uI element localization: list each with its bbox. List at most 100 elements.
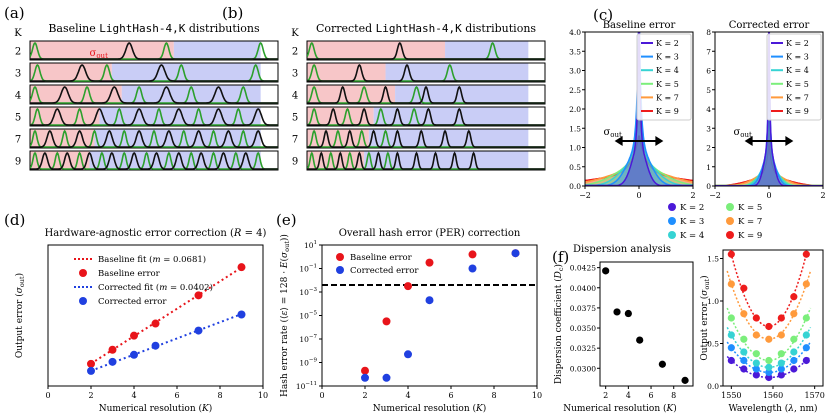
data-point (602, 267, 610, 275)
high-region (364, 151, 529, 170)
y-tick-label: 0 (706, 182, 711, 191)
legend-dot (668, 203, 676, 211)
high-region (121, 85, 261, 104)
y-tick-label: 0.0325 (570, 344, 596, 353)
legend-label: K = 4 (680, 231, 704, 241)
chart-title: Overall hash error (PER) correction (339, 228, 521, 239)
y-tick-label: 0.5 (707, 340, 719, 349)
fit-curve (726, 270, 812, 341)
legend-dot (668, 217, 676, 225)
x-tick-label: −2 (709, 191, 721, 200)
data-point (681, 376, 689, 384)
data-point (752, 371, 760, 379)
data-point (727, 356, 735, 365)
data-point (636, 336, 644, 344)
x-axis-label: Numerical resolution (K) (563, 403, 677, 414)
ridge-row: 4 (292, 84, 546, 105)
row-label: 3 (15, 69, 21, 80)
arrow-head-left (744, 136, 753, 146)
y-tick-label: 0.0 (569, 182, 581, 191)
x-tick-label: 1570 (804, 391, 824, 400)
legend-dot (726, 231, 734, 239)
black-distribution (30, 130, 278, 148)
data-point (765, 335, 773, 343)
low-region (307, 151, 365, 170)
legend-label: K = 3 (786, 53, 809, 62)
y-tick-label: 0.5 (569, 163, 581, 172)
sigma-out-annotation: σout (90, 48, 109, 60)
data-point (765, 363, 773, 371)
data-point (237, 310, 246, 319)
y-tick-label: 10−1 (299, 264, 317, 274)
high-region (173, 41, 261, 60)
panel-a: Baseline LightHash-4,K distributions K 2 3 4… (14, 22, 279, 171)
plot-frame (47, 244, 264, 387)
data-point (790, 293, 798, 301)
row-frame (29, 150, 279, 171)
low-region (307, 85, 396, 104)
data-point (765, 368, 773, 376)
ridge-row: 9 (292, 150, 546, 171)
ridge-row: 5 (15, 106, 279, 127)
data-point (802, 356, 810, 365)
data-point (740, 365, 748, 373)
data-point (740, 356, 748, 365)
sigma-out-label: σout (603, 127, 622, 139)
panel-b: Corrected LightHash-4,K distributions K 2 3… (291, 22, 546, 171)
data-point (727, 331, 735, 339)
black-distribution (307, 129, 545, 148)
low-region (30, 63, 112, 82)
y-tick-label: 10−5 (299, 311, 317, 321)
data-point (765, 322, 773, 331)
row-frame (306, 62, 546, 83)
ridge-row: 2 (15, 40, 279, 61)
panel-c1: Baseline error −2 0 2 0.0 0.5 1.0 1.5 2.0 2.5 3.0 3… (569, 20, 695, 200)
legend-label: Baseline error (98, 269, 161, 279)
data-point (404, 350, 412, 359)
chart-title: Corrected error (729, 20, 810, 31)
row-label: 4 (15, 91, 21, 102)
chart-title: Hardware-agnostic error correction (R = … (45, 228, 267, 239)
data-point (802, 314, 810, 322)
data-point (752, 314, 760, 322)
data-point (108, 345, 117, 354)
y-tick-label: 1 (706, 163, 711, 172)
x-tick-label: 2 (690, 191, 695, 200)
x-tick-label: 2 (362, 391, 367, 400)
series-fill (585, 80, 693, 186)
y-tick-label: 2.0 (569, 105, 581, 114)
data-point (727, 344, 735, 352)
panel-letter: (c) (593, 6, 613, 24)
data-point (740, 310, 748, 318)
ridge-row: 3 (292, 62, 546, 83)
legend-label: K = 9 (786, 107, 809, 116)
row-label: 4 (292, 91, 298, 102)
black-distribution (307, 107, 545, 126)
y-tick-label: 6 (706, 67, 711, 76)
data-point (740, 348, 748, 356)
data-point (777, 350, 785, 358)
row-frame (306, 84, 546, 105)
data-point (727, 250, 735, 258)
ridge-row: 7 (15, 128, 279, 149)
y-tick-label: 3.0 (569, 67, 581, 76)
series-fill (585, 109, 693, 186)
data-point (740, 335, 748, 343)
legend-label: K = 5 (738, 203, 762, 213)
y-tick-label: 0.0300 (570, 364, 596, 373)
data-point (752, 365, 760, 373)
legend-label: K = 5 (786, 80, 809, 89)
high-region (445, 41, 529, 60)
data-point (511, 249, 520, 258)
row-label: 7 (15, 135, 21, 146)
black-distribution (307, 63, 545, 82)
legend-label: K = 3 (680, 217, 704, 227)
x-tick-label: 2 (820, 191, 825, 200)
fit-curve (726, 307, 812, 362)
low-region (307, 63, 386, 82)
x-tick-label: 6 (174, 391, 179, 400)
data-point (777, 359, 785, 367)
data-point (727, 314, 735, 322)
chart-title: Baseline error (603, 20, 676, 31)
